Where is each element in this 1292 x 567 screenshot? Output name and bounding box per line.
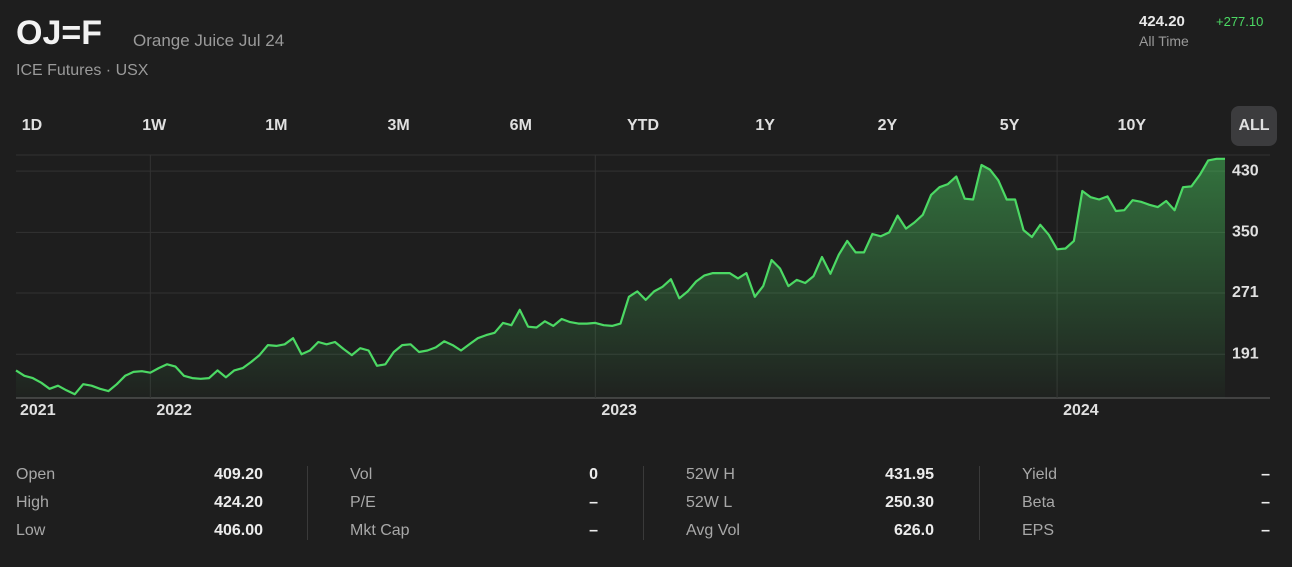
stat-value: – [1261, 522, 1270, 539]
stat-value: 424.20 [214, 494, 263, 511]
range-tab[interactable]: YTD [627, 117, 659, 134]
stat-label: EPS [1022, 522, 1055, 539]
x-tick-label: 2021 [20, 402, 56, 419]
symbol: OJ=F [16, 14, 102, 52]
stat-label: 52W H [686, 466, 735, 483]
x-tick-label: 2022 [156, 402, 192, 419]
price-line [15, 157, 1225, 396]
range-tab[interactable]: 1W [142, 117, 167, 134]
y-tick-label: 350 [1232, 224, 1259, 241]
instrument-name: Orange Juice Jul 24 [133, 31, 285, 50]
stat-label: High [16, 494, 49, 511]
range-tab[interactable]: 3M [387, 117, 410, 134]
stat-label: Avg Vol [686, 522, 740, 539]
stat-label: Open [16, 466, 56, 483]
y-tick-label: 271 [1232, 284, 1259, 301]
stat-value: 0 [589, 466, 598, 483]
stat-value: 626.0 [893, 522, 934, 539]
stat-label: Vol [350, 466, 373, 483]
stat-label: Low [16, 522, 46, 539]
stat-label: 52W L [686, 494, 733, 511]
area [16, 158, 1225, 398]
range-tab[interactable]: 10Y [1117, 117, 1147, 134]
y-tick-label: 191 [1232, 346, 1259, 363]
range-tab[interactable]: 1Y [755, 117, 775, 134]
range-tab[interactable]: ALL [1231, 106, 1277, 146]
stat-label: P/E [350, 494, 376, 511]
stat-label: Yield [1022, 466, 1057, 483]
range-tab[interactable]: 2Y [877, 117, 898, 134]
stat-label: Beta [1022, 494, 1055, 511]
stat-value: 250.30 [885, 494, 934, 511]
range-tab[interactable]: 1D [21, 117, 43, 134]
x-tick-label: 2024 [1063, 402, 1099, 419]
stat-value: 431.95 [885, 466, 934, 483]
stat-value: 409.20 [214, 466, 263, 483]
price: 424.20 [1139, 13, 1185, 30]
period: All Time [1139, 33, 1189, 49]
exchange: ICE Futures · USX [16, 62, 149, 79]
x-tick-label: 2023 [601, 402, 637, 419]
stat-value: – [589, 494, 598, 511]
stat-value: – [589, 522, 598, 539]
y-tick-label: 430 [1232, 162, 1259, 179]
stat-value: 406.00 [214, 522, 263, 539]
range-tab[interactable]: 1M [265, 117, 288, 134]
range-tab[interactable]: 6M [509, 117, 532, 134]
separator [643, 466, 644, 540]
stat-value: – [1261, 466, 1270, 483]
chart: 191 271 350 430 2021 2022 2023 2024 [15, 154, 1270, 419]
range-tabs: 1D 1W 1M 3M 6M YTD 1Y 2Y 5Y 10Y ALL [0, 106, 1292, 148]
price-change: +277.10 [1216, 14, 1264, 29]
stat-label: Mkt Cap [350, 522, 410, 539]
stat-value: – [1261, 494, 1270, 511]
separator [979, 466, 980, 540]
range-tab[interactable]: 5Y [999, 117, 1020, 134]
separator [307, 466, 308, 540]
